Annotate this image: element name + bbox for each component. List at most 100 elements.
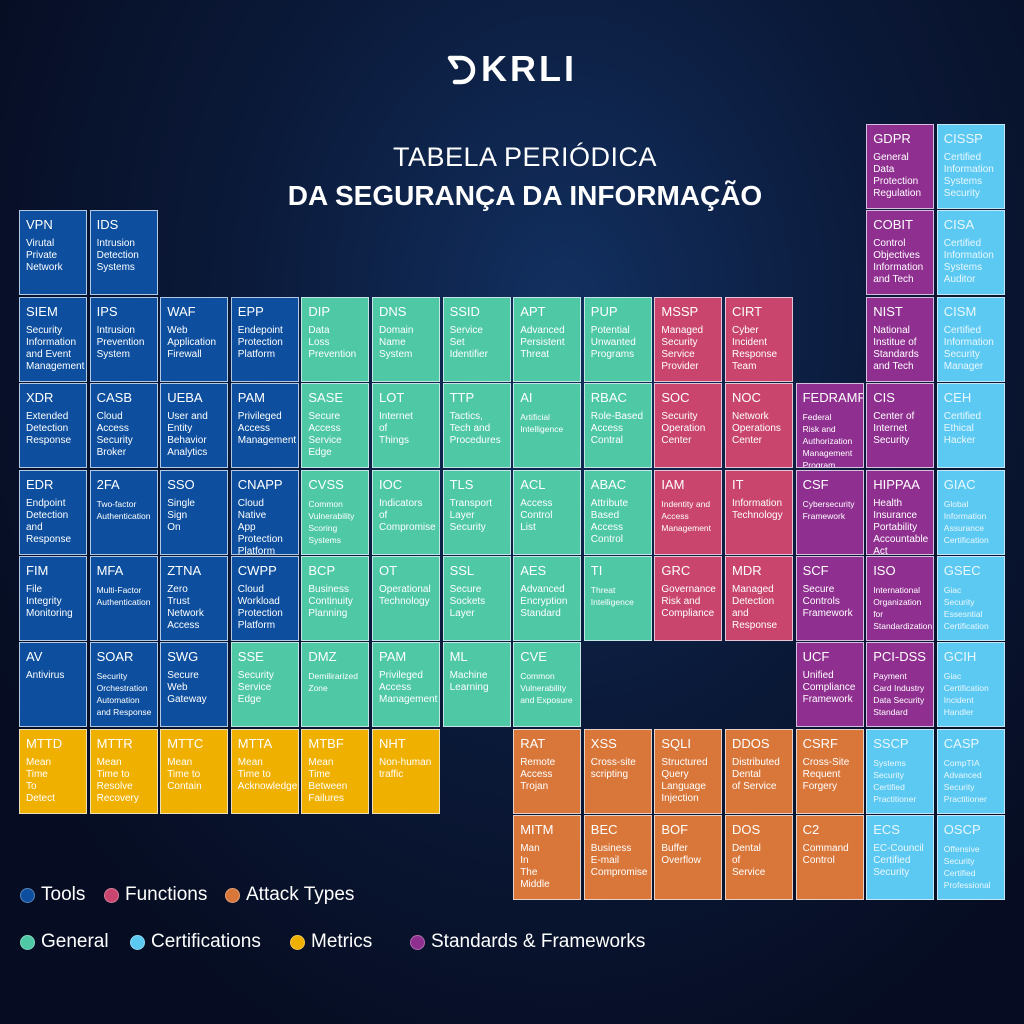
element-symbol: 2FA	[96, 476, 120, 492]
element-symbol: CWPP	[237, 563, 277, 578]
element-name: Global Information Assurance Certificati…	[943, 498, 989, 545]
element-name: Indentity and Access Management	[661, 498, 712, 533]
element-name: Business Continuity Planning	[308, 584, 353, 619]
element-name: File Integrity Monitoring	[26, 584, 73, 619]
element-mttr: MTTR Mean Time to Resolve Recovery	[89, 728, 158, 814]
element-name: Payment Card Industry Data Security Stan…	[873, 671, 925, 718]
element-rat: RAT Remote Access Trojan	[513, 728, 582, 814]
element-name: CompTIA Advanced Security Practitioner	[943, 757, 987, 804]
element-symbol: EDR	[26, 476, 54, 492]
element-symbol: CNAPP	[237, 476, 283, 492]
element-sqli: SQLI Structured Query Language Injection	[654, 728, 723, 814]
element-name: Security Service Edge	[237, 670, 274, 706]
element-symbol: SASE	[308, 390, 344, 406]
element-symbol: TI	[590, 563, 603, 578]
element-symbol: XSS	[590, 735, 617, 751]
element-name: Mean Time Between Failures	[308, 756, 348, 804]
element-gdpr: GDPR General Data Protection Regulation	[866, 124, 935, 209]
element-symbol: UCF	[802, 649, 830, 665]
element-ztna: ZTNA Zero Trust Network Access	[160, 556, 229, 641]
element-symbol: NIST	[873, 303, 903, 319]
element-soar: SOAR Security Orchestration Automation an…	[89, 642, 158, 728]
element-symbol: AI	[520, 390, 533, 406]
element-cisa: CISA Certified Information Systems Audito…	[936, 210, 1005, 296]
element-dns: DNS Domain Name System	[372, 296, 440, 382]
element-epp: EPP Endepoint Protection Platform	[230, 296, 299, 382]
element-pam: PAM Privileged Access Management	[372, 642, 440, 728]
element-mfa: MFA Multi-Factor Authentication	[89, 556, 158, 641]
element-name: Common Vulnerability and Exposure	[520, 671, 573, 706]
element-symbol: DOS	[732, 822, 761, 838]
element-name: International Organization for Standardi…	[873, 585, 933, 631]
element-symbol: CSRF	[802, 735, 838, 751]
element-symbol: GCIH	[943, 649, 977, 665]
element-lot: LOT Internet of Things	[372, 383, 440, 469]
element-name: Threat Intelligence	[590, 585, 634, 607]
element-name: Federal Risk and Authorization Managemen…	[802, 412, 853, 469]
element-nist: NIST National Institue of Standards and T…	[866, 296, 935, 382]
element-mttc: MTTC Mean Time to Contain	[160, 728, 229, 814]
element-csf: CSF Cybersecurity Framework	[795, 469, 864, 555]
logo-text: KRLI	[481, 48, 577, 89]
element-casp: CASP CompTIA Advanced Security Practition…	[936, 728, 1005, 814]
element-name: Common Vulnerability Scoring Systems	[308, 498, 355, 545]
element-dos: DOS Dental of Service	[725, 815, 793, 901]
element-name: Certified Ethical Hacker	[943, 411, 982, 447]
element-symbol: ML	[449, 649, 468, 665]
element-name: Cloud Workload Protection Platform	[237, 584, 283, 631]
element-pci-dss: PCI-DSS Payment Card Industry Data Securi…	[866, 642, 935, 728]
element-name: Artificial Intelligence	[520, 412, 564, 435]
element-symbol: SSID	[449, 303, 480, 319]
element-nht: NHT Non-human traffic	[372, 728, 440, 814]
element-ml: ML Machine Learning	[442, 642, 511, 728]
element-name: Non-human traffic	[379, 756, 432, 780]
element-name: Security Information and Event Managemen…	[26, 324, 85, 372]
element-edr: EDR Endpoint Detection and Response	[19, 469, 87, 555]
element-name: Two-factor Authentication	[96, 498, 151, 521]
element-name: Privileged Access Management	[237, 411, 297, 447]
element-symbol: XDR	[26, 390, 54, 406]
title-line-2: DA SEGURANÇA DA INFORMAÇÃO	[287, 180, 763, 211]
element-symbol: BOF	[661, 822, 689, 838]
element-cobit: COBIT Control Objectives Information and …	[866, 210, 935, 296]
legend-label: Functions	[125, 884, 208, 905]
legend-item-tools: Tools	[20, 884, 85, 906]
element-symbol: SQLI	[661, 735, 692, 751]
element-name: Security Operation Center	[661, 411, 706, 447]
element-name: Network Operations Center	[732, 411, 781, 447]
element-symbol: UEBA	[167, 390, 203, 406]
element-name: Single Sign On	[167, 497, 195, 533]
element-name: Certified Information Systems Security	[943, 152, 994, 199]
element-name: Secure Web Gateway	[167, 670, 207, 706]
element-name: Internet of Things	[379, 411, 413, 447]
element-symbol: ZTNA	[167, 563, 202, 578]
element-acl: ACL Access Control List	[513, 469, 582, 555]
element-name: Extended Detection Response	[26, 411, 72, 447]
element-pup: PUP Potential Unwanted Programs	[583, 296, 652, 382]
element-ssid: SSID Service Set Identifier	[442, 296, 511, 382]
element-name: Multi-Factor Authentication	[96, 585, 151, 607]
element-symbol: COBIT	[873, 217, 913, 233]
element-name: Indicators of Compromise	[379, 497, 436, 533]
element-swg: SWG Secure Web Gateway	[160, 642, 229, 728]
element-symbol: DMZ	[308, 649, 337, 665]
element-name: Systems Security Certified Practitioner	[873, 757, 917, 804]
element-name: Transport Layer Security	[449, 497, 493, 533]
element-ot: OT Operational Technology	[372, 556, 440, 641]
element-ttp: TTP Tactics, Tech and Procedures	[442, 383, 511, 469]
element-iam: IAM Indentity and Access Management	[654, 469, 723, 555]
legend-item-functions: Functions	[104, 884, 207, 906]
element-symbol: PAM	[237, 390, 266, 406]
element-name: Machine Learning	[449, 670, 489, 694]
element-symbol: CISM	[943, 303, 977, 319]
element-name: Dental of Service	[732, 843, 766, 879]
element-fim: FIM File Integrity Monitoring	[19, 556, 87, 641]
element-name: Mean Time To Detect	[26, 756, 55, 804]
element-cirt: CIRT Cyber Incident Response Team	[725, 296, 793, 382]
element-cvss: CVSS Common Vulnerability Scoring Systems	[301, 469, 370, 555]
element-symbol: OT	[379, 563, 398, 578]
element-symbol: CISA	[943, 217, 975, 233]
element-symbol: NOC	[732, 390, 761, 406]
element-grc: GRC Governance Risk and Compliance	[654, 556, 723, 641]
element-name: Role-Based Access Contral	[590, 411, 644, 447]
